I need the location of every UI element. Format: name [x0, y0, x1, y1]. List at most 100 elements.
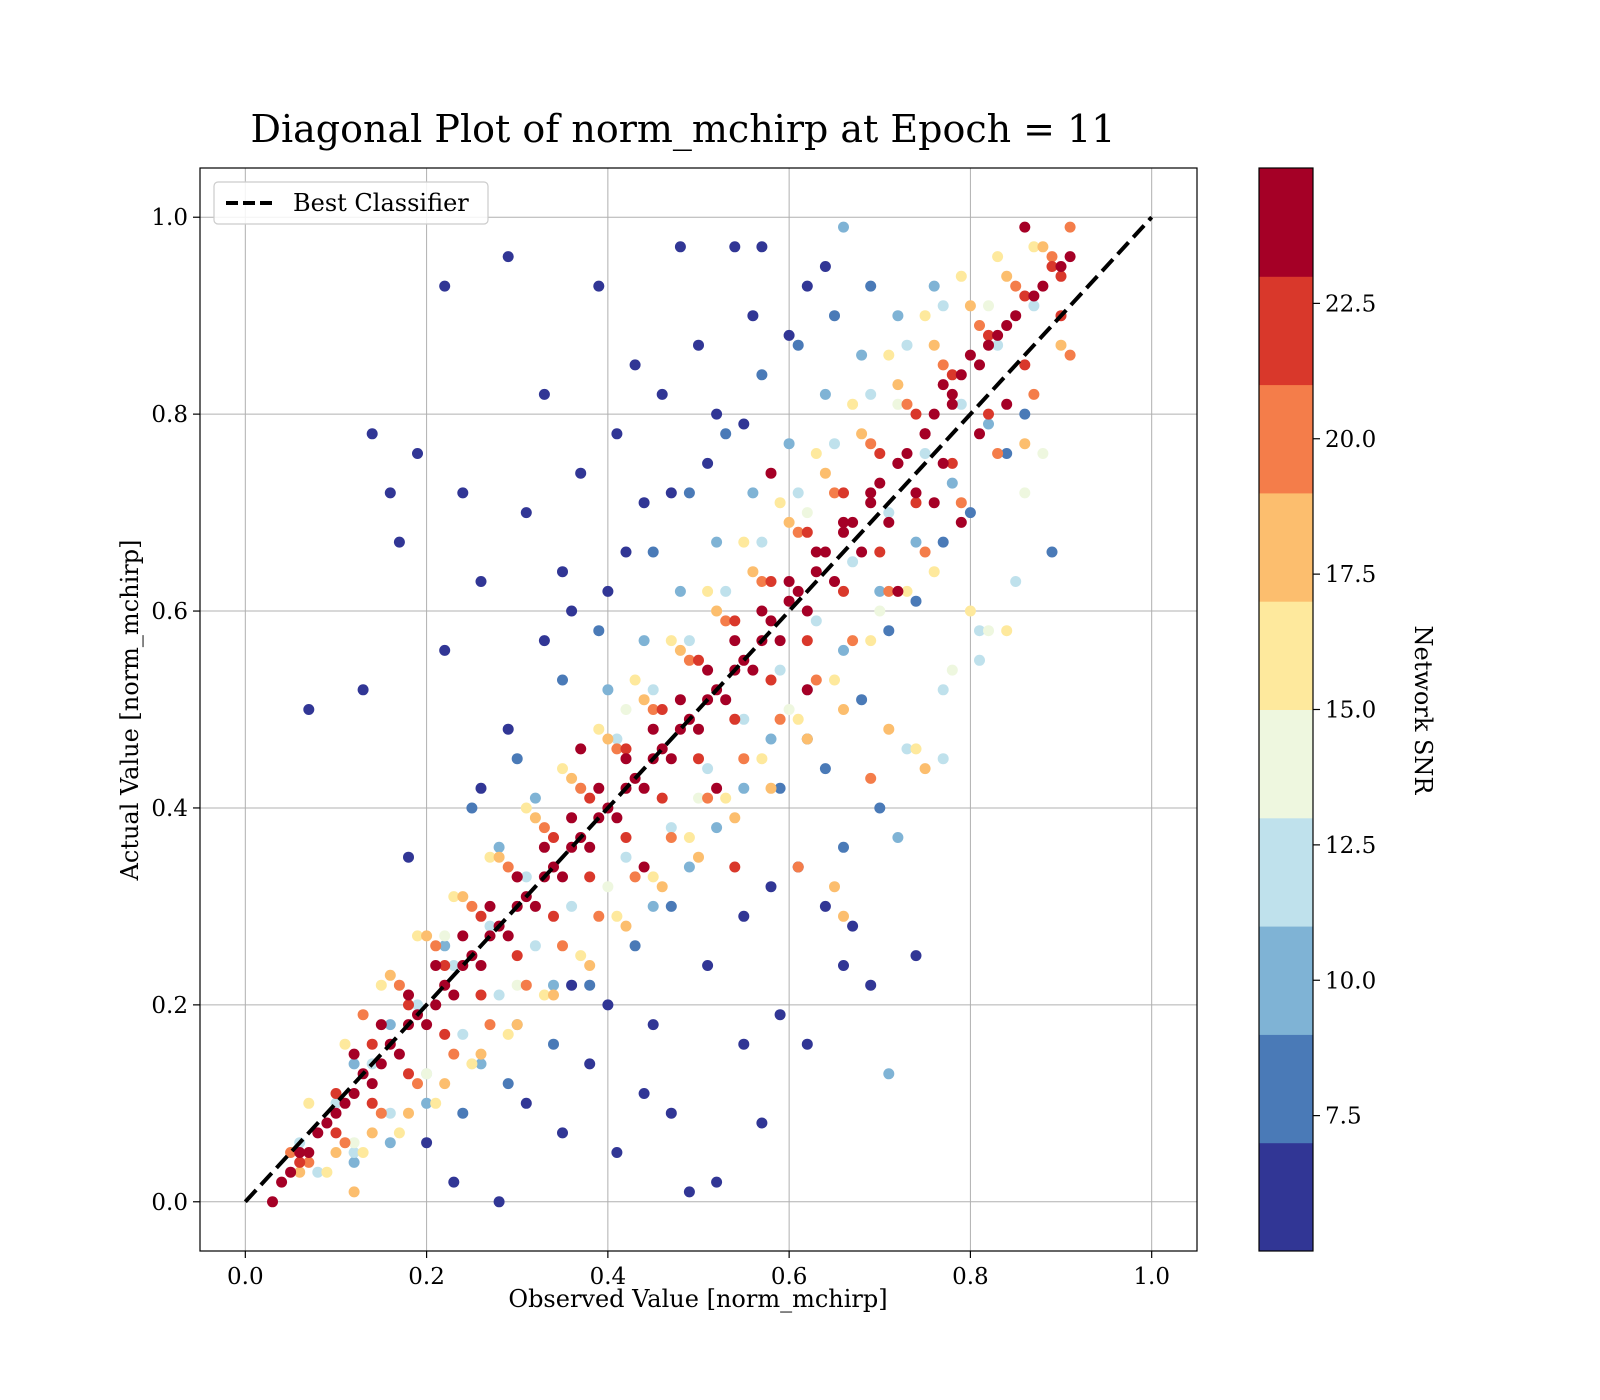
scatter-point	[475, 1048, 487, 1060]
scatter-point	[339, 1097, 351, 1109]
scatter-point	[702, 960, 714, 971]
scatter-point	[747, 566, 759, 578]
scatter-point	[529, 812, 541, 824]
colorbar-bin	[1259, 1034, 1313, 1144]
scatter-point	[1001, 270, 1013, 282]
scatter-point	[674, 694, 686, 706]
scatter-point	[693, 792, 704, 804]
scatter-point	[548, 910, 559, 922]
scatter-point	[919, 763, 931, 775]
chart-title: Diagonal Plot of norm_mchirp at Epoch = …	[251, 107, 1116, 152]
y-axis-ticks: 0.0 0.2 0.4 0.6 0.8 1.0	[151, 205, 200, 1216]
scatter-point	[865, 280, 877, 292]
scatter-point	[720, 615, 732, 627]
scatter-point	[366, 1127, 378, 1139]
scatter-point	[792, 487, 804, 499]
scatter-point	[538, 841, 550, 853]
scatter-point	[937, 684, 949, 696]
scatter-point	[593, 723, 605, 735]
scatter-point	[529, 940, 541, 952]
scatter-point	[1019, 290, 1031, 302]
scatter-point	[357, 684, 369, 696]
colorbar-bin	[1259, 601, 1313, 710]
scatter-point	[1001, 625, 1013, 637]
scatter-point	[548, 989, 559, 1001]
scatter-point	[457, 930, 469, 942]
scatter-point	[466, 900, 478, 912]
scatter-point	[557, 871, 568, 883]
scatter-point	[511, 753, 523, 765]
scatter-point	[865, 497, 877, 509]
scatter-point	[448, 989, 460, 1001]
scatter-point	[403, 1068, 414, 1080]
scatter-point	[774, 497, 786, 509]
scatter-point	[403, 851, 414, 863]
scatter-point	[756, 1117, 768, 1129]
scatter-point	[647, 684, 659, 696]
scatter-point	[620, 832, 632, 843]
scatter-point	[711, 822, 723, 834]
scatter-point	[593, 782, 605, 794]
scatter-point	[448, 1176, 460, 1188]
scatter-point	[303, 1147, 315, 1158]
scatter-point	[992, 339, 1004, 351]
scatter-point	[276, 1176, 288, 1188]
scatter-point	[647, 900, 659, 912]
scatter-point	[366, 1078, 378, 1090]
scatter-point	[774, 635, 786, 647]
scatter-point	[883, 585, 895, 597]
scatter-point	[393, 979, 405, 991]
scatter-point	[838, 841, 849, 853]
scatter-point	[892, 398, 904, 410]
colorbar-tick-label: 20.0	[1325, 427, 1376, 453]
scatter-point	[1001, 320, 1013, 331]
scatter-point	[838, 910, 849, 922]
scatter-point	[665, 832, 677, 843]
scatter-point	[919, 546, 931, 558]
scatter-point	[620, 546, 632, 558]
scatter-point	[647, 871, 659, 883]
scatter-point	[819, 546, 831, 558]
scatter-point	[711, 605, 723, 617]
scatter-point	[883, 723, 895, 735]
scatter-point	[865, 979, 877, 991]
scatter-point	[538, 989, 550, 1001]
scatter-point	[611, 743, 623, 755]
colorbar-ticks: 7.5 10.0 12.5 15.0 17.5 20.0 22.5	[1313, 291, 1376, 1130]
scatter-point	[1019, 359, 1031, 371]
scatter-point	[792, 713, 804, 725]
scatter-point	[765, 615, 777, 627]
scatter-point	[683, 832, 695, 843]
y-axis-label: Actual Value [norm_mchirp]	[116, 540, 144, 882]
scatter-point	[638, 635, 650, 647]
scatter-point	[348, 1147, 360, 1158]
scatter-point	[484, 900, 496, 912]
scatter-point	[1055, 261, 1067, 272]
scatter-point	[1019, 221, 1031, 233]
scatter-point	[602, 999, 614, 1011]
scatter-point	[511, 871, 523, 883]
colorbar-bin	[1259, 168, 1313, 277]
scatter-point	[756, 576, 768, 587]
scatter-point	[430, 960, 442, 971]
scatter-point	[683, 487, 695, 499]
scatter-point	[892, 457, 904, 469]
scatter-point	[974, 428, 985, 440]
scatter-point	[557, 674, 568, 686]
scatter-point	[412, 930, 423, 942]
scatter-point	[928, 339, 940, 351]
scatter-point	[1001, 448, 1013, 459]
scatter-point	[683, 635, 695, 647]
scatter-point	[511, 979, 523, 991]
scatter-point	[584, 1058, 596, 1070]
scatter-point	[448, 1048, 460, 1060]
scatter-point	[502, 1078, 514, 1090]
scatter-point	[330, 1147, 342, 1158]
scatter-point	[865, 388, 877, 400]
scatter-point	[602, 733, 614, 745]
scatter-point	[702, 585, 714, 597]
colorbar-bin	[1259, 1142, 1313, 1252]
scatter-point	[348, 1156, 360, 1168]
scatter-point	[729, 861, 741, 873]
scatter-point	[874, 585, 886, 597]
